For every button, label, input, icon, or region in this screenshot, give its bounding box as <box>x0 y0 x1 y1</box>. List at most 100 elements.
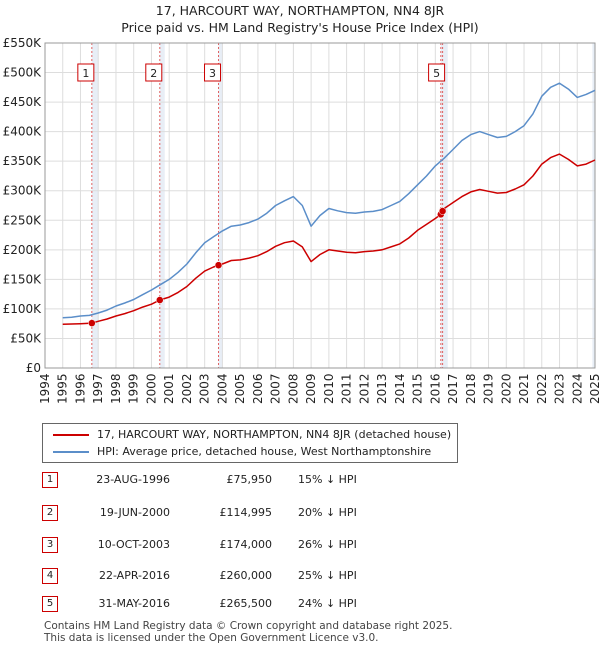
x-tick-label: 1998 <box>109 373 123 404</box>
x-tick-label: 2008 <box>286 373 300 404</box>
footer-copyright: Contains HM Land Registry data © Crown c… <box>44 620 453 632</box>
forecast-band <box>592 43 595 368</box>
sale-row: 2 19-JUN-2000 £114,995 20% ↓ HPI <box>42 505 442 521</box>
sale-point <box>214 261 223 269</box>
chart-title: 17, HARCOURT WAY, NORTHAMPTON, NN4 8JR P… <box>0 2 600 36</box>
sale-point <box>438 207 447 215</box>
sale-hpi-diff: 25% ↓ HPI <box>298 569 357 582</box>
property-price-line <box>62 153 596 326</box>
x-tick-label: 2002 <box>180 373 194 404</box>
sale-date: 22-APR-2016 <box>98 569 170 582</box>
x-tick-label: 2010 <box>322 373 336 404</box>
sale-price: £174,000 <box>219 538 273 551</box>
x-tick-label: 1997 <box>91 373 105 404</box>
sale-marker-label: 3 <box>209 67 216 80</box>
sale-band <box>159 43 165 368</box>
sale-row: 1 23-AUG-1996 £75,950 15% ↓ HPI <box>42 472 442 488</box>
sale-marker-label: 1 <box>82 67 89 80</box>
x-tick-label: 2006 <box>251 373 265 404</box>
sale-price: £114,995 <box>219 506 273 519</box>
footer-licence: This data is licensed under the Open Gov… <box>44 632 379 644</box>
sale-date: 23-AUG-1996 <box>96 473 170 486</box>
y-tick-label: £0 <box>26 361 41 375</box>
sale-hpi-diff: 20% ↓ HPI <box>298 506 357 519</box>
sale-marker-label: 2 <box>150 67 157 80</box>
sale-price: £265,500 <box>219 597 273 610</box>
plot-area <box>45 43 595 368</box>
x-tick-label: 2025 <box>588 373 600 404</box>
x-tick-label: 2024 <box>570 373 584 404</box>
sale-row: 4 22-APR-2016 £260,000 25% ↓ HPI <box>42 568 442 584</box>
x-tick-label: 2004 <box>215 373 229 404</box>
x-tick-label: 2013 <box>375 373 389 404</box>
sale-marker-label: 5 <box>433 67 440 80</box>
x-tick-label: 2011 <box>340 373 354 404</box>
sale-price: £260,000 <box>219 569 273 582</box>
x-tick-label: 2009 <box>304 373 318 404</box>
sale-number-badge: 2 <box>42 505 58 521</box>
x-tick-label: 2005 <box>233 373 247 404</box>
x-tick-label: 2012 <box>357 373 371 404</box>
sale-date: 10-OCT-2003 <box>97 538 170 551</box>
sale-hpi-diff: 26% ↓ HPI <box>298 538 357 551</box>
sale-point <box>88 319 96 327</box>
legend-item-property: 17, HARCOURT WAY, NORTHAMPTON, NN4 8JR (… <box>53 427 451 443</box>
y-tick-label: £100K <box>3 302 43 316</box>
y-tick-label: £500K <box>3 66 43 80</box>
sale-date: 31-MAY-2016 <box>98 597 170 610</box>
x-tick-label: 2017 <box>446 373 460 404</box>
x-tick-label: 2021 <box>517 373 531 404</box>
y-tick-label: £550K <box>3 36 43 50</box>
x-tick-label: 2015 <box>411 373 425 404</box>
sale-marker-box <box>145 63 163 82</box>
sale-band <box>91 43 99 368</box>
x-tick-label: 2001 <box>162 373 176 404</box>
x-tick-label: 2003 <box>198 373 212 404</box>
x-tick-label: 1996 <box>73 373 87 404</box>
legend-label-property: 17, HARCOURT WAY, NORTHAMPTON, NN4 8JR (… <box>97 428 452 441</box>
sale-marker-box <box>77 63 95 82</box>
footer: Contains HM Land Registry data © Crown c… <box>44 620 452 644</box>
legend-label-hpi: HPI: Average price, detached house, West… <box>97 445 432 458</box>
y-tick-label: £150K <box>3 272 43 286</box>
hpi-line <box>62 82 596 319</box>
plot-frame <box>44 42 596 369</box>
legend-swatch-property <box>53 434 89 436</box>
sale-marker-box <box>428 63 446 82</box>
chart-title-line1: 17, HARCOURT WAY, NORTHAMPTON, NN4 8JR <box>155 3 445 18</box>
sale-point <box>156 296 164 304</box>
y-tick-label: £250K <box>3 213 43 227</box>
sale-band <box>440 43 448 368</box>
sale-number-badge: 3 <box>42 537 58 553</box>
x-tick-label: 1994 <box>38 373 52 404</box>
sale-number-badge: 4 <box>42 568 58 584</box>
y-tick-label: £400K <box>3 125 43 139</box>
x-tick-label: 2020 <box>499 373 513 404</box>
x-tick-label: 1995 <box>56 373 70 404</box>
y-tick-label: £350K <box>3 154 43 168</box>
x-tick-label: 2000 <box>144 373 158 404</box>
price-chart: £0 £50K £100K £150K £200K £250K £300K £350K £400… <box>3 36 600 404</box>
legend-item-hpi: HPI: Average price, detached house, West… <box>53 444 431 460</box>
x-tick-label: 2023 <box>553 373 567 404</box>
x-tick-label: 1999 <box>127 373 141 404</box>
sale-marker-box <box>204 63 222 82</box>
sale-hpi-diff: 15% ↓ HPI <box>298 473 357 486</box>
legend-swatch-hpi <box>53 451 89 453</box>
sale-number-badge: 5 <box>42 596 58 612</box>
sale-row: 3 10-OCT-2003 £174,000 26% ↓ HPI <box>42 537 442 553</box>
y-tick-label: £200K <box>3 243 43 257</box>
x-tick-label: 2022 <box>535 373 549 404</box>
legend: 17, HARCOURT WAY, NORTHAMPTON, NN4 8JR (… <box>42 423 458 463</box>
y-tick-label: £300K <box>3 184 43 198</box>
sale-date: 19-JUN-2000 <box>99 506 170 519</box>
x-tick-label: 2014 <box>393 373 407 404</box>
x-tick-label: 2007 <box>269 373 283 404</box>
x-tick-label: 2019 <box>482 373 496 404</box>
sale-number-badge: 1 <box>42 472 58 488</box>
sale-band <box>218 43 223 368</box>
y-tick-label: £450K <box>3 95 43 109</box>
sale-hpi-diff: 24% ↓ HPI <box>298 597 357 610</box>
chart-title-line2: Price paid vs. HM Land Registry's House … <box>121 20 479 35</box>
x-tick-label: 2018 <box>464 373 478 404</box>
